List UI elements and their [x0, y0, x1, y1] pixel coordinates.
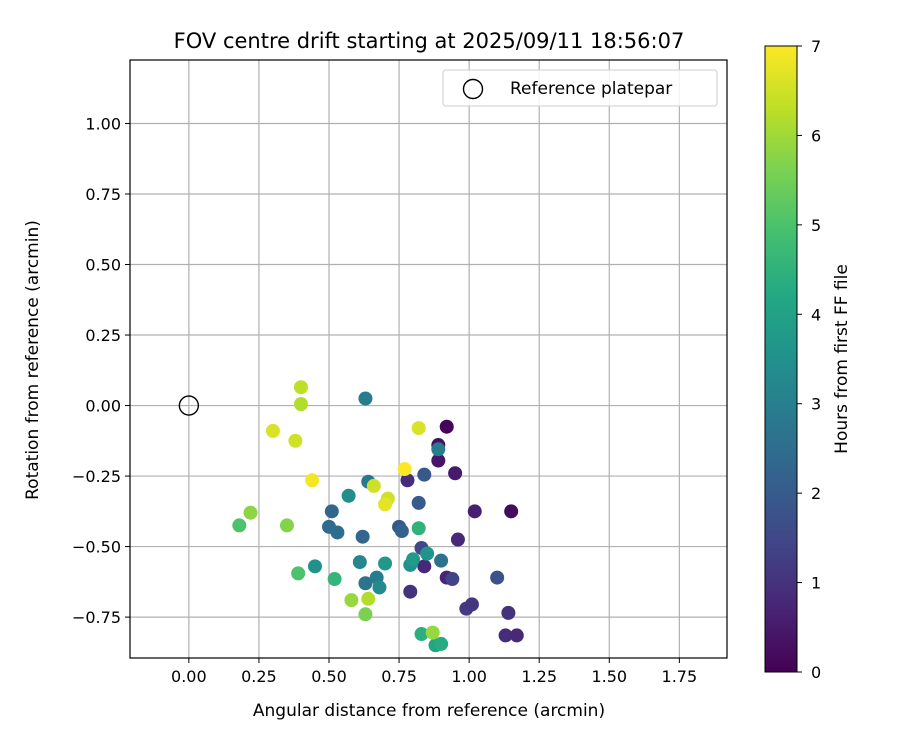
data-point	[305, 473, 320, 488]
colorbar-ticks: 0 1 2 3 4 5 6 7	[797, 37, 821, 682]
y-tick-label: 0.75	[85, 185, 121, 204]
data-point	[372, 580, 387, 595]
colorbar-tick-label: 4	[811, 305, 821, 324]
data-point	[293, 380, 308, 395]
colorbar-label: Hours from first FF file	[832, 264, 852, 454]
data-point	[344, 593, 359, 608]
colorbar: 0 1 2 3 4 5 6 7 Hours from first FF file	[764, 37, 852, 682]
data-point	[448, 466, 463, 481]
data-point	[504, 504, 519, 519]
data-point	[358, 391, 373, 406]
data-point	[420, 546, 435, 561]
colorbar-gradient	[764, 45, 798, 673]
x-tick-label: 0.25	[241, 667, 277, 686]
data-point	[431, 442, 446, 457]
colorbar-tick-label: 1	[811, 574, 821, 593]
data-point	[467, 504, 482, 519]
x-tick-label: 1.00	[451, 667, 487, 686]
data-point	[358, 576, 373, 591]
data-point	[445, 572, 460, 587]
data-point	[434, 553, 449, 568]
legend-marker	[462, 78, 484, 100]
data-point	[361, 591, 376, 606]
y-axis-label: Rotation from reference (arcmin)	[23, 220, 43, 500]
data-point	[498, 628, 513, 643]
grid	[130, 60, 727, 658]
data-point	[378, 556, 393, 571]
plot-area-frame	[129, 59, 728, 659]
data-point	[400, 473, 415, 488]
data-point	[450, 532, 465, 547]
x-tick-label: 0.00	[171, 667, 207, 686]
legend-box	[442, 69, 718, 107]
data-point	[291, 566, 306, 581]
data-point	[411, 421, 426, 436]
data-point	[431, 453, 446, 468]
x-tick-label: 1.25	[521, 667, 557, 686]
x-axis-label: Angular distance from reference (arcmin)	[253, 701, 605, 721]
data-points	[232, 380, 524, 653]
data-point	[243, 505, 258, 520]
data-point	[232, 518, 247, 533]
reference-layer	[178, 395, 200, 416]
y-tick-label: 0.25	[85, 326, 121, 345]
x-tick-label: 1.75	[662, 667, 698, 686]
y-tick-label: −0.50	[72, 538, 121, 557]
data-point	[330, 525, 345, 540]
data-point	[411, 495, 426, 510]
data-point	[293, 397, 308, 412]
legend: Reference platepar	[442, 69, 718, 107]
data-point	[417, 559, 432, 574]
reference-marker	[178, 395, 200, 416]
data-point	[439, 419, 454, 434]
data-point	[265, 423, 280, 438]
data-point	[397, 462, 412, 477]
legend-entry-reference: Reference platepar	[510, 79, 672, 99]
data-point	[509, 628, 524, 643]
data-point	[394, 524, 409, 539]
y-tick-label: −0.25	[72, 467, 121, 486]
data-point	[425, 625, 440, 640]
x-tick-label: 1.50	[591, 667, 627, 686]
y-tick-label: 0.50	[85, 256, 121, 275]
data-point	[403, 584, 418, 599]
y-tick-label: 1.00	[85, 114, 121, 133]
data-point	[279, 518, 294, 533]
data-point	[355, 529, 370, 544]
data-point	[378, 497, 393, 512]
data-point	[366, 478, 381, 493]
data-point	[352, 555, 367, 570]
data-point	[490, 570, 505, 585]
data-point	[414, 627, 429, 642]
colorbar-tick-label: 3	[811, 395, 821, 414]
data-point	[406, 552, 421, 567]
colorbar-tick-label: 7	[811, 37, 821, 56]
colorbar-tick-label: 6	[811, 126, 821, 145]
data-point	[307, 559, 322, 574]
data-point	[358, 607, 373, 622]
axis-ticks: 0.00 0.25 0.50 0.75 1.00 1.25 1.50 1.75 −0.75 −0.…	[72, 114, 697, 686]
data-point	[327, 572, 342, 587]
colorbar-tick-label: 2	[811, 484, 821, 503]
data-point	[434, 636, 449, 651]
colorbar-tick-label: 5	[811, 216, 821, 235]
x-tick-label: 0.50	[311, 667, 347, 686]
data-point	[324, 504, 339, 519]
colorbar-tick-label: 0	[811, 663, 821, 682]
y-tick-label: 0.00	[85, 397, 121, 416]
data-point	[411, 521, 426, 536]
y-tick-label: −0.75	[72, 608, 121, 627]
data-point	[417, 467, 432, 482]
x-tick-label: 0.75	[381, 667, 417, 686]
data-point	[341, 488, 356, 503]
chart-title: FOV centre drift starting at 2025/09/11 …	[174, 29, 685, 53]
data-point	[288, 433, 303, 448]
data-point	[501, 605, 516, 620]
data-point	[464, 597, 479, 612]
